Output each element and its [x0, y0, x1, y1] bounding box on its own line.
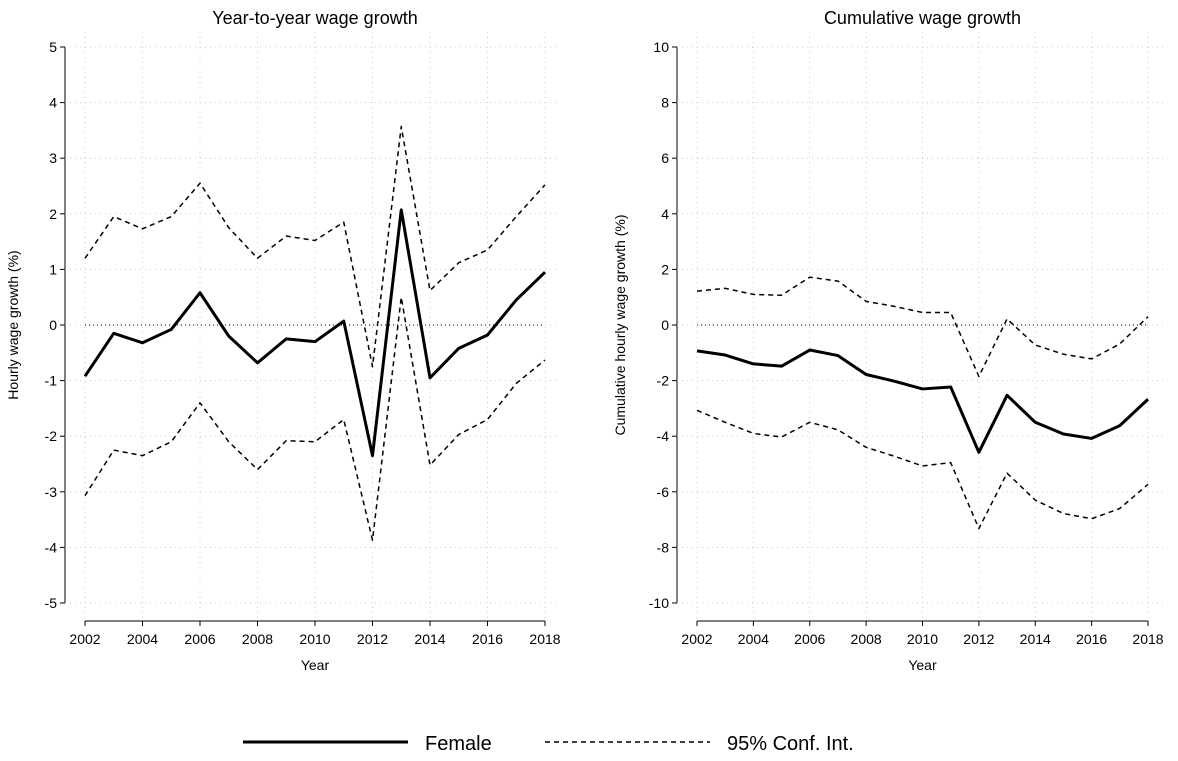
x-tick-label: 2008	[242, 631, 273, 647]
data-line	[84, 296, 546, 541]
y-tick-label: -5	[45, 595, 58, 611]
data-line	[696, 348, 1150, 454]
x-tick-label: 2006	[794, 631, 825, 647]
x-tick-label: 2002	[681, 631, 712, 647]
y-tick-label: 4	[49, 95, 57, 111]
x-tick-label: 2010	[299, 631, 330, 647]
data-line	[696, 276, 1149, 378]
x-axis-title: Year	[908, 657, 937, 673]
y-tick-label: -2	[657, 373, 670, 389]
y-tick-label: 8	[661, 95, 669, 111]
legend-label: 95% Conf. Int.	[727, 733, 854, 755]
x-tick-label: 2012	[357, 631, 388, 647]
y-axis-title: Hourly wage growth (%)	[5, 250, 21, 399]
y-tick-label: 10	[653, 39, 669, 55]
x-tick-label: 2002	[69, 631, 100, 647]
y-tick-label: 3	[49, 150, 57, 166]
x-tick-label: 2008	[851, 631, 882, 647]
y-tick-label: 2	[49, 206, 57, 222]
chart-title: Year-to-year wage growth	[212, 8, 417, 28]
y-tick-label: -1	[45, 373, 58, 389]
legend-label: Female	[425, 733, 492, 755]
y-tick-label: -10	[649, 595, 669, 611]
y-tick-label: -4	[45, 539, 58, 555]
chart-title: Cumulative wage growth	[824, 8, 1021, 28]
x-tick-label: 2018	[529, 631, 560, 647]
x-tick-label: 2004	[738, 631, 769, 647]
data-line	[696, 409, 1149, 530]
x-axis-title: Year	[301, 657, 330, 673]
x-tick-label: 2012	[963, 631, 994, 647]
y-tick-label: -2	[45, 428, 58, 444]
x-tick-label: 2018	[1132, 631, 1163, 647]
y-tick-label: 4	[661, 206, 669, 222]
y-axis-title: Cumulative hourly wage growth (%)	[612, 215, 628, 436]
x-tick-label: 2006	[184, 631, 215, 647]
x-tick-label: 2004	[127, 631, 158, 647]
x-tick-label: 2014	[1020, 631, 1051, 647]
x-tick-label: 2014	[414, 631, 445, 647]
y-tick-label: -8	[657, 539, 670, 555]
data-line	[83, 208, 547, 458]
y-tick-label: 5	[49, 39, 57, 55]
y-tick-label: 0	[49, 317, 57, 333]
y-tick-label: 0	[661, 317, 669, 333]
x-tick-label: 2010	[907, 631, 938, 647]
data-line	[84, 125, 546, 368]
y-tick-label: -6	[657, 484, 670, 500]
y-tick-label: -4	[657, 428, 670, 444]
y-tick-label: 2	[661, 261, 669, 277]
y-tick-label: 1	[49, 261, 57, 277]
x-tick-label: 2016	[1076, 631, 1107, 647]
y-tick-label: -3	[45, 484, 58, 500]
y-tick-label: 6	[661, 150, 669, 166]
x-tick-label: 2016	[472, 631, 503, 647]
